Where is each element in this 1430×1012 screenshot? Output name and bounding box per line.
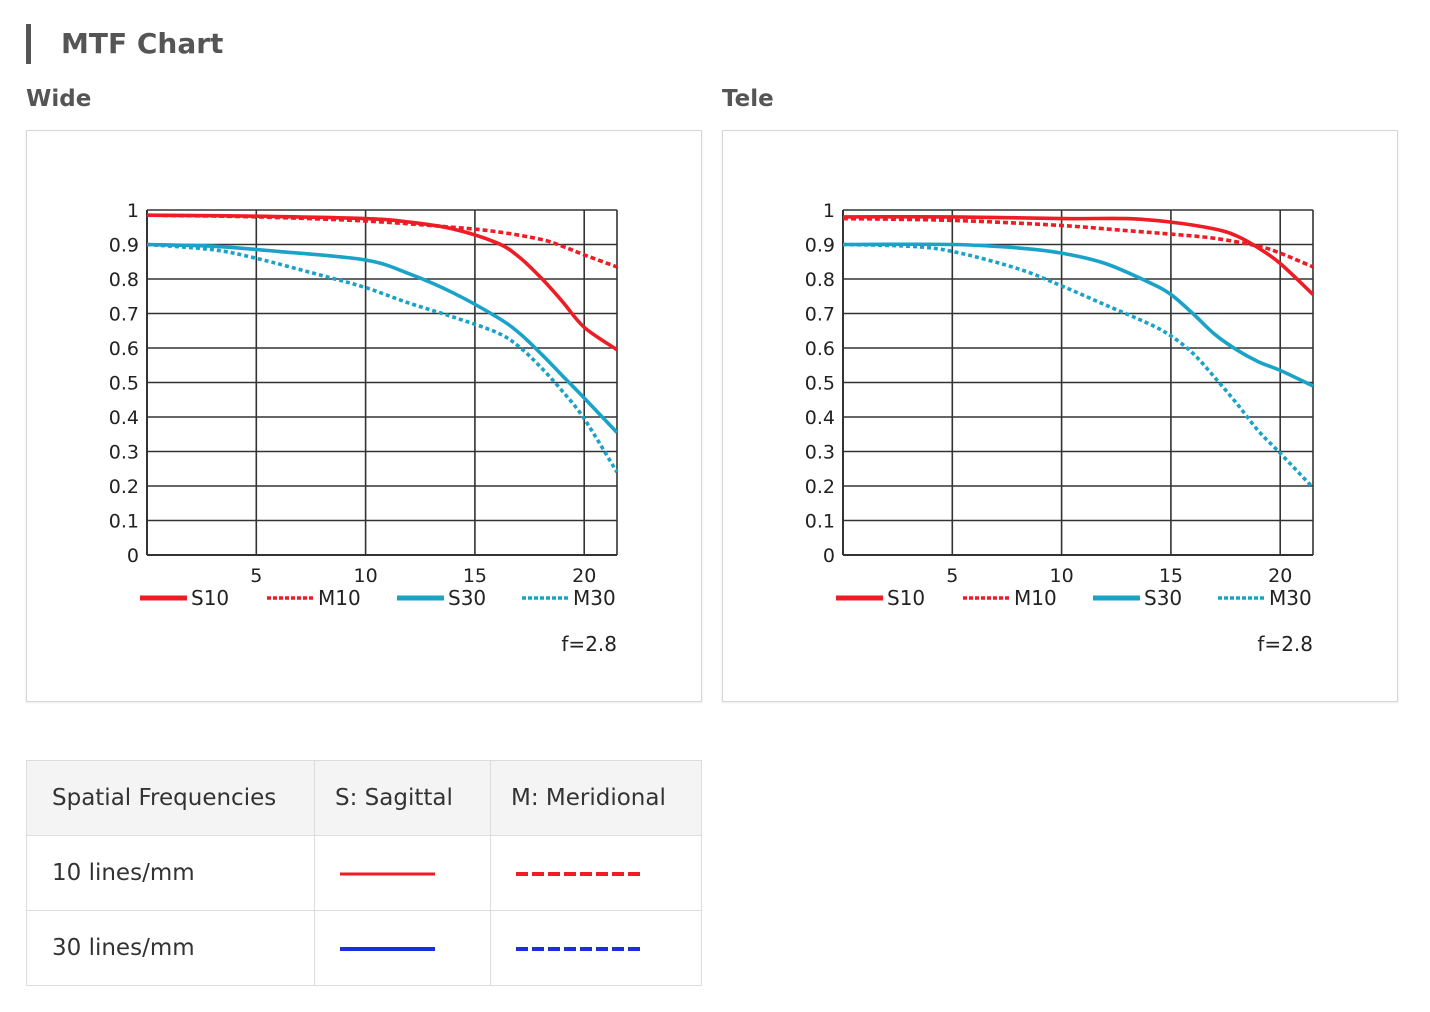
y-tick-label: 0.3 xyxy=(109,442,139,464)
aperture-annotation: f=2.8 xyxy=(561,632,617,656)
y-tick-label: 0.2 xyxy=(109,476,139,498)
series-line-s10 xyxy=(146,213,619,352)
series-line-m10 xyxy=(842,216,1314,269)
y-tick-label: 0 xyxy=(127,545,139,567)
line-sample-s30 xyxy=(340,946,435,951)
row-label-10: 10 lines/mm xyxy=(26,835,315,911)
y-tick-label: 0.6 xyxy=(805,338,835,360)
table-row: 30 lines/mm xyxy=(26,910,702,986)
series-line-m30 xyxy=(146,242,619,474)
y-tick-label: 0.6 xyxy=(109,338,139,360)
y-tick-label: 0.1 xyxy=(805,511,835,533)
x-tick-label: 20 xyxy=(572,565,596,587)
header-spatial-frequencies: Spatial Frequencies xyxy=(26,760,315,836)
legend-label-m10: M10 xyxy=(1014,586,1057,610)
legend-label-m10: M10 xyxy=(318,586,361,610)
series-line-s10 xyxy=(842,214,1315,296)
y-tick-label: 0.2 xyxy=(805,476,835,498)
x-tick-label: 10 xyxy=(1050,565,1074,587)
x-tick-label: 15 xyxy=(463,565,487,587)
y-tick-label: 0.1 xyxy=(109,511,139,533)
series-line-s30 xyxy=(842,242,1314,388)
chart-title-wide: Wide xyxy=(26,86,92,112)
line-sample-m30 xyxy=(516,946,641,951)
y-tick-label: 0.7 xyxy=(109,304,139,326)
legend-label-m30: M30 xyxy=(573,586,616,610)
header-sagittal: S: Sagittal xyxy=(314,760,491,836)
header-meridional: M: Meridional xyxy=(490,760,702,836)
chart-title-tele: Tele xyxy=(722,86,774,112)
y-tick-label: 0.8 xyxy=(805,269,835,291)
aperture-annotation: f=2.8 xyxy=(1257,632,1313,656)
row-label-30: 30 lines/mm xyxy=(26,910,315,986)
spatial-frequency-table: Spatial Frequencies S: Sagittal M: Merid… xyxy=(26,760,702,986)
table-row: 10 lines/mm xyxy=(26,835,702,911)
x-tick-label: 20 xyxy=(1268,565,1292,587)
series-line-m30 xyxy=(842,242,1315,489)
meridional-sample-cell xyxy=(490,910,702,986)
y-tick-label: 0.8 xyxy=(109,269,139,291)
y-tick-label: 0.4 xyxy=(805,407,835,429)
y-tick-label: 1 xyxy=(823,200,835,222)
line-sample-m10 xyxy=(516,871,641,876)
y-tick-label: 0.5 xyxy=(109,373,139,395)
y-tick-label: 0.9 xyxy=(805,235,835,257)
x-tick-label: 15 xyxy=(1159,565,1183,587)
y-tick-label: 0.5 xyxy=(805,373,835,395)
y-tick-label: 0.3 xyxy=(805,442,835,464)
x-tick-label: 10 xyxy=(354,565,378,587)
line-sample-s10 xyxy=(340,872,435,875)
chart-panel-tele: 0 0.1 0.2 0.3 0.4 0.5 0.6 0.7 0.8 0.9 1 5 10 15 20 S10 M… xyxy=(722,130,1398,702)
sagittal-sample-cell xyxy=(314,835,491,911)
legend-label-s10: S10 xyxy=(887,586,925,610)
x-tick-label: 5 xyxy=(946,565,958,587)
legend-label-m30: M30 xyxy=(1269,586,1312,610)
series-line-s30 xyxy=(146,242,619,434)
table-header-row: Spatial Frequencies S: Sagittal M: Merid… xyxy=(26,760,702,836)
series-line-m10 xyxy=(146,213,618,269)
y-tick-label: 0.7 xyxy=(805,304,835,326)
legend-label-s10: S10 xyxy=(191,586,229,610)
y-tick-label: 0.4 xyxy=(109,407,139,429)
section-title: MTF Chart xyxy=(26,24,223,64)
y-tick-label: 0 xyxy=(823,545,835,567)
legend-label-s30: S30 xyxy=(1144,586,1182,610)
sagittal-sample-cell xyxy=(314,910,491,986)
meridional-sample-cell xyxy=(490,835,702,911)
x-tick-label: 5 xyxy=(250,565,262,587)
y-tick-label: 1 xyxy=(127,200,139,222)
chart-panel-wide: 0 0.1 0.2 0.3 0.4 0.5 0.6 0.7 0.8 0.9 1 5 10 15 20 S10 M… xyxy=(26,130,702,702)
y-tick-label: 0.9 xyxy=(109,235,139,257)
legend-label-s30: S30 xyxy=(448,586,486,610)
